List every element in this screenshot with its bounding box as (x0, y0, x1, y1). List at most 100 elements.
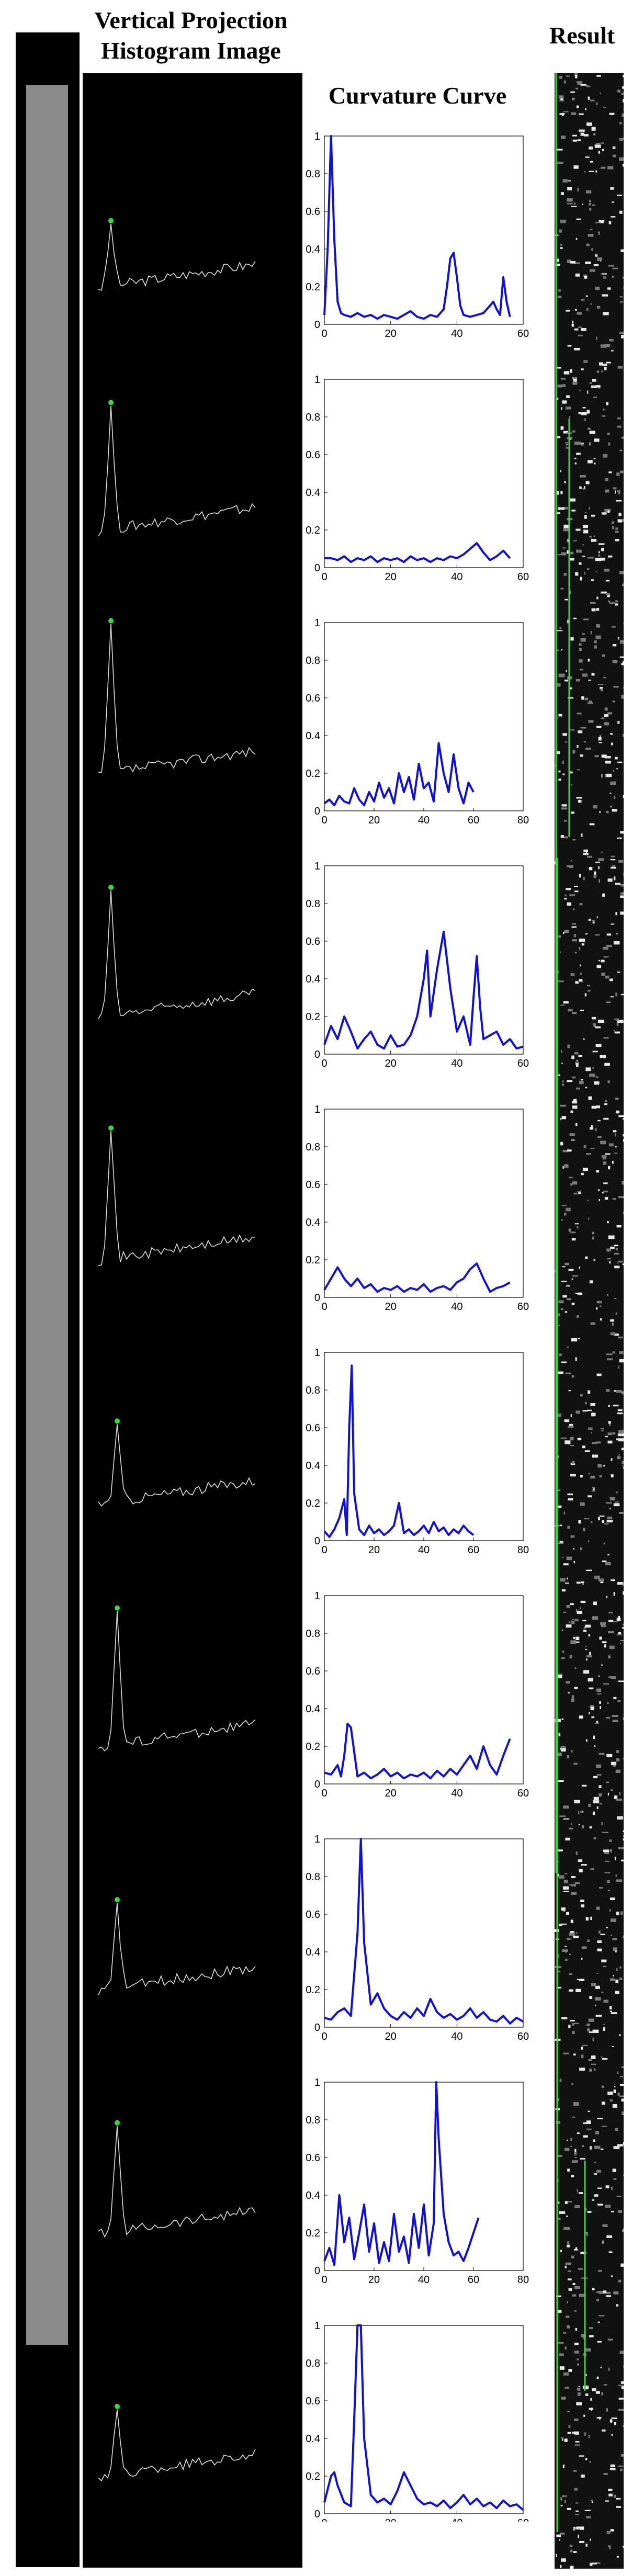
result-speck (621, 2386, 624, 2389)
projection-histogram-10 (98, 2403, 256, 2482)
result-speck (612, 1720, 618, 1723)
result-speck (623, 1717, 624, 1721)
result-speck (618, 1680, 624, 1682)
result-speck (612, 2168, 616, 2172)
result-speck (606, 593, 611, 595)
result-speck (604, 1644, 606, 1648)
result-speck (594, 645, 597, 649)
result-speck (598, 1675, 600, 1677)
result-speck (589, 269, 595, 272)
result-speck (612, 267, 618, 269)
result-speck (574, 1800, 580, 1804)
result-speck (620, 1640, 624, 1642)
result-speck (620, 831, 624, 834)
result-speck (618, 860, 624, 863)
result-speck (570, 1823, 572, 1825)
result-speck (575, 2441, 580, 2443)
result-speck (569, 865, 573, 868)
result-speck (575, 1123, 578, 1126)
result-speck (620, 301, 623, 303)
result-speck (615, 1146, 617, 1148)
result-speck (583, 1145, 586, 1148)
result-speck (577, 1226, 579, 1229)
y-tick-label: 0.2 (306, 525, 320, 536)
result-speck (599, 811, 601, 813)
result-speck (572, 1105, 578, 1109)
result-speck (570, 91, 575, 93)
result-speck (604, 722, 609, 726)
result-speck (570, 2549, 573, 2552)
result-speck (571, 2083, 573, 2085)
result-speck (580, 475, 586, 478)
core-strip-image (26, 85, 68, 2345)
result-speck (607, 878, 613, 882)
result-speck (563, 2052, 569, 2054)
result-speck (596, 336, 597, 340)
result-speck (620, 895, 624, 898)
result-speck (565, 2387, 569, 2389)
result-speck (583, 525, 588, 528)
result-speck (619, 571, 624, 574)
result-speck (581, 328, 586, 331)
result-speck (614, 796, 616, 799)
result-speck (603, 677, 606, 679)
result-speck (580, 443, 584, 444)
result-speck (569, 2545, 573, 2547)
result-speck (596, 1906, 600, 1910)
result-speck (566, 1912, 569, 1915)
result-speck (606, 361, 611, 364)
peak-marker (108, 618, 114, 624)
result-speck (593, 1601, 597, 1606)
y-tick-label: 0.4 (306, 730, 320, 742)
result-speck (597, 684, 604, 685)
result-speck (567, 902, 571, 906)
curvature-chart-1: 00.20.40.60.810 20 40 60 (306, 131, 529, 340)
result-speck (608, 1421, 611, 1424)
result-speck (557, 1675, 562, 1679)
y-tick-label: 1 (314, 2320, 320, 2332)
projection-histogram-1 (98, 218, 256, 291)
x-tick-label: 40 (418, 2274, 430, 2286)
result-speck (602, 1192, 604, 1194)
result-speck (614, 1252, 619, 1255)
result-speck (559, 2539, 560, 2541)
result-speck (603, 312, 609, 315)
result-speck (557, 2155, 562, 2157)
result-speck (607, 1080, 610, 1083)
result-speck (588, 1390, 591, 1394)
result-speck (564, 1164, 569, 1168)
result-speck (572, 320, 574, 324)
result-speck (581, 368, 584, 370)
result-speck (560, 1104, 566, 1107)
result-speck (617, 721, 620, 724)
result-speck (615, 1979, 619, 1983)
result-speck (587, 2028, 590, 2031)
result-speck (583, 1630, 586, 1632)
result-speck (579, 113, 584, 115)
result-speck (558, 1970, 561, 1972)
result-speck (616, 1492, 618, 1494)
y-tick-label: 0.6 (306, 936, 320, 947)
y-tick-label: 0.8 (306, 898, 320, 910)
result-speck (623, 1591, 624, 1595)
result-speck (595, 222, 601, 223)
result-speck (563, 1563, 569, 1566)
result-speck (600, 1803, 603, 1805)
result-speck (615, 2128, 618, 2131)
peak-marker (108, 885, 114, 890)
result-speck (569, 1655, 572, 1659)
result-speck (617, 1336, 623, 1339)
result-speck (603, 1542, 605, 1545)
result-speck (586, 1569, 592, 1572)
result-speck (612, 701, 615, 703)
result-speck (613, 941, 620, 945)
result-speck (573, 1561, 575, 1564)
result-speck (574, 442, 581, 445)
result-speck (557, 683, 561, 687)
result-speck (601, 1155, 607, 1158)
result-speck (570, 729, 575, 731)
result-speck (574, 2310, 577, 2312)
result-speck (617, 1020, 624, 1023)
result-speck (560, 1308, 563, 1310)
result-speck (618, 2409, 624, 2411)
